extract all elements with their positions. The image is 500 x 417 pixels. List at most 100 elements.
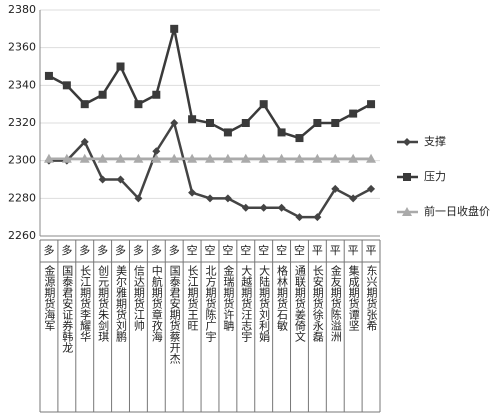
- stance-label: 多: [169, 243, 180, 257]
- y-tick-label: 2280: [8, 191, 36, 204]
- stance-label: 多: [151, 243, 162, 257]
- series-line: [48, 119, 372, 219]
- point: [367, 184, 376, 193]
- point: [187, 153, 198, 163]
- stance-label: 平: [366, 244, 377, 257]
- point: [240, 153, 251, 163]
- point: [170, 24, 179, 33]
- stance-label: 空: [258, 243, 269, 257]
- point: [258, 153, 269, 163]
- point: [331, 119, 340, 127]
- point: [295, 134, 304, 143]
- stance-label: 空: [205, 243, 216, 257]
- point: [62, 81, 71, 90]
- stance-label: 多: [115, 243, 126, 257]
- point: [259, 203, 268, 212]
- point: [115, 153, 126, 163]
- category-label: 大陆期货刘利娟: [257, 265, 271, 342]
- category-label: 国泰君安证券韩龙: [60, 265, 74, 353]
- stance-label: 多: [43, 243, 54, 257]
- point: [313, 119, 322, 127]
- point: [349, 109, 358, 118]
- stance-label: 多: [97, 243, 108, 257]
- point: [222, 153, 233, 163]
- category-label: 东兴期货张希: [364, 265, 378, 331]
- stance-label: 空: [276, 243, 287, 257]
- category-label: 长安期货徐永磊: [311, 265, 325, 342]
- point: [295, 213, 304, 222]
- y-tick-label: 2360: [8, 41, 36, 54]
- legend-label: 前一日收盘价: [424, 204, 490, 218]
- legend-marker: [402, 207, 412, 216]
- legend-marker: [403, 138, 411, 146]
- stance-label: 平: [312, 244, 323, 257]
- point: [61, 153, 72, 163]
- point: [116, 62, 125, 71]
- stance-label: 空: [294, 243, 305, 257]
- y-tick-label: 2380: [8, 3, 36, 16]
- point: [241, 119, 250, 127]
- point: [349, 194, 358, 203]
- category-label: 大越期货汪志宇: [239, 265, 253, 342]
- point: [134, 194, 143, 203]
- point: [276, 153, 287, 163]
- category-label: 美尔雅期货刘鹏: [114, 265, 128, 342]
- y-tick-label: 2340: [8, 78, 36, 91]
- stance-label: 空: [187, 243, 198, 257]
- legend-label: 压力: [424, 170, 446, 183]
- point: [331, 184, 340, 193]
- point: [98, 175, 107, 184]
- point: [79, 153, 90, 163]
- category-label: 格林期货石敏: [275, 265, 289, 331]
- point: [133, 153, 144, 163]
- point: [80, 137, 89, 146]
- point: [367, 100, 376, 109]
- category-label: 金源期货海军: [42, 265, 56, 331]
- point: [188, 188, 197, 197]
- point: [205, 153, 215, 163]
- category-label: 北方期货陈广宇: [203, 265, 217, 342]
- category-label: 中航期货章孜海: [150, 265, 164, 342]
- y-tick-label: 2320: [8, 116, 36, 129]
- stance-label: 空: [222, 243, 233, 257]
- point: [277, 203, 286, 212]
- point: [348, 153, 359, 163]
- point: [97, 153, 108, 163]
- point: [313, 213, 322, 222]
- category-label: 集成期货谭坚: [347, 265, 361, 331]
- point: [188, 115, 197, 124]
- category-label: 长江期货王旺: [186, 265, 200, 331]
- point: [98, 90, 107, 99]
- point: [330, 153, 341, 163]
- point: [151, 153, 162, 163]
- point: [80, 100, 89, 109]
- stance-label: 平: [330, 244, 341, 257]
- point: [43, 153, 54, 163]
- y-tick-label: 2300: [8, 154, 36, 167]
- category-label: 信达期货江帅: [132, 265, 146, 331]
- point: [259, 100, 268, 109]
- point: [241, 203, 250, 212]
- y-tick-label: 2260: [8, 229, 36, 242]
- point: [277, 128, 286, 137]
- stance-label: 多: [133, 243, 144, 257]
- point: [312, 153, 323, 163]
- point: [170, 119, 179, 127]
- legend-marker: [403, 173, 411, 181]
- point: [223, 128, 232, 137]
- legend-label: 支撑: [424, 134, 446, 148]
- point: [206, 194, 214, 203]
- category-label: 创元期货朱剑琪: [96, 265, 110, 342]
- point: [169, 153, 180, 163]
- stance-label: 平: [348, 244, 359, 257]
- category-label: 长江期货李耀华: [78, 265, 92, 342]
- point: [206, 119, 214, 127]
- category-label: 金友期货陈溢洲: [329, 265, 343, 342]
- category-label: 国泰君安期货蔡开杰: [168, 265, 182, 364]
- category-label: 金瑞期货许聃: [221, 265, 235, 331]
- point: [152, 147, 161, 156]
- stance-label: 多: [61, 243, 72, 257]
- point: [44, 71, 53, 80]
